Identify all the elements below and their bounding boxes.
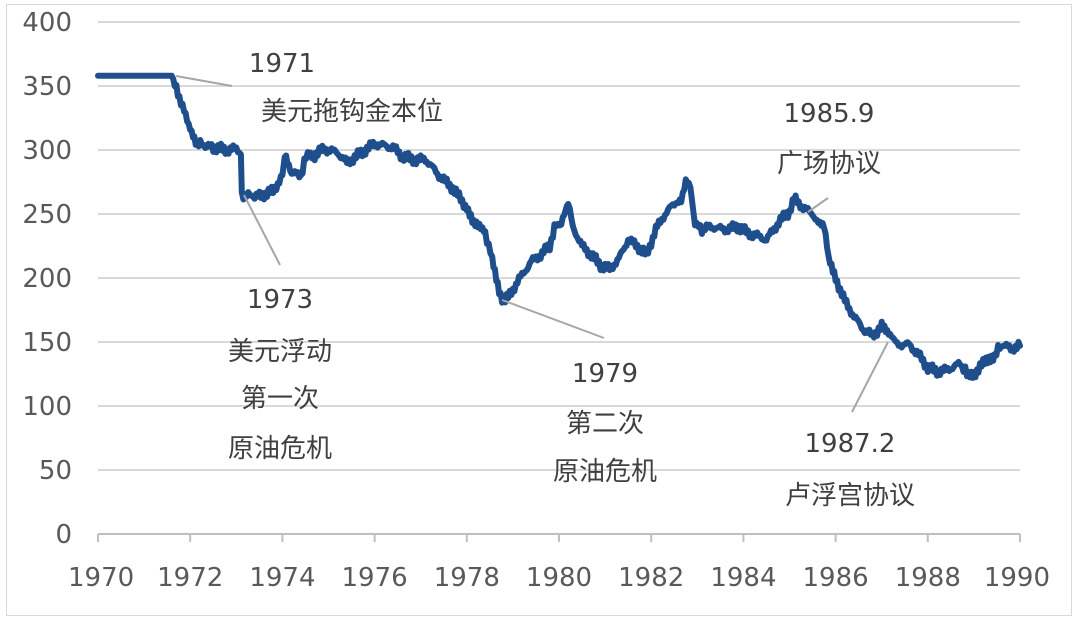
y-tick-label: 100 <box>22 392 72 422</box>
x-tick-label: 1990 <box>984 563 1050 593</box>
annotation-1973-line3: 第一次 <box>241 384 319 414</box>
x-tick-label: 1976 <box>342 563 408 593</box>
annotation-1979-line2: 第二次 <box>566 409 644 439</box>
annotation-leader-line <box>243 194 281 266</box>
annotation-leader-line <box>175 75 233 87</box>
x-tick-label: 1978 <box>434 563 500 593</box>
x-tick-label: 1970 <box>68 563 134 593</box>
y-tick-label: 50 <box>39 456 72 486</box>
annotation-1979-year: 1979 <box>572 359 638 389</box>
annotation-1971-text: 美元拖钩金本位 <box>261 97 443 127</box>
x-tick-label: 1986 <box>803 563 869 593</box>
y-tick-label: 0 <box>55 520 72 550</box>
y-tick-label: 150 <box>22 328 72 358</box>
y-axis: 0 50 100 150 200 250 300 350 400 <box>22 8 72 550</box>
annotation-1973-year: 1973 <box>247 285 313 315</box>
annotation-1987-year: 1987.2 <box>805 429 896 459</box>
annotation-leader-line <box>501 299 605 339</box>
annotation-1987-text: 卢浮宫协议 <box>785 481 915 511</box>
annotation-1971-year: 1971 <box>249 49 315 79</box>
annotation-leader-lines <box>175 75 889 413</box>
x-tick-label: 1982 <box>618 563 684 593</box>
y-tick-label: 350 <box>22 72 72 102</box>
y-tick-label: 400 <box>22 8 72 38</box>
annotation-1973-line2: 美元浮动 <box>228 337 332 367</box>
x-tick-label: 1988 <box>895 563 961 593</box>
annotation-1979-line3: 原油危机 <box>553 457 657 487</box>
annotations: 1971 美元拖钩金本位 1973 美元浮动 第一次 原油危机 1979 第二次… <box>228 49 915 511</box>
annotation-1973-line4: 原油危机 <box>228 434 332 464</box>
series-layer <box>95 72 1023 381</box>
x-tick-label: 1984 <box>710 563 776 593</box>
annotation-1985-text: 广场协议 <box>777 149 881 179</box>
annotation-leader-line <box>851 341 889 413</box>
series-line <box>95 72 1023 381</box>
x-axis: 1970 1972 1974 1976 1978 1980 1982 1984 1986 1988… <box>68 533 1050 593</box>
annotation-1985-year: 1985.9 <box>784 99 875 129</box>
annotation-leader-line <box>807 197 829 213</box>
chart-frame <box>6 4 1072 616</box>
y-tick-label: 200 <box>22 264 72 294</box>
y-tick-label: 300 <box>22 136 72 166</box>
x-tick-label: 1980 <box>526 563 592 593</box>
x-tick-label: 1974 <box>249 563 315 593</box>
y-tick-label: 250 <box>22 200 72 230</box>
x-tick-label: 1972 <box>157 563 223 593</box>
gridlines <box>98 21 1020 471</box>
